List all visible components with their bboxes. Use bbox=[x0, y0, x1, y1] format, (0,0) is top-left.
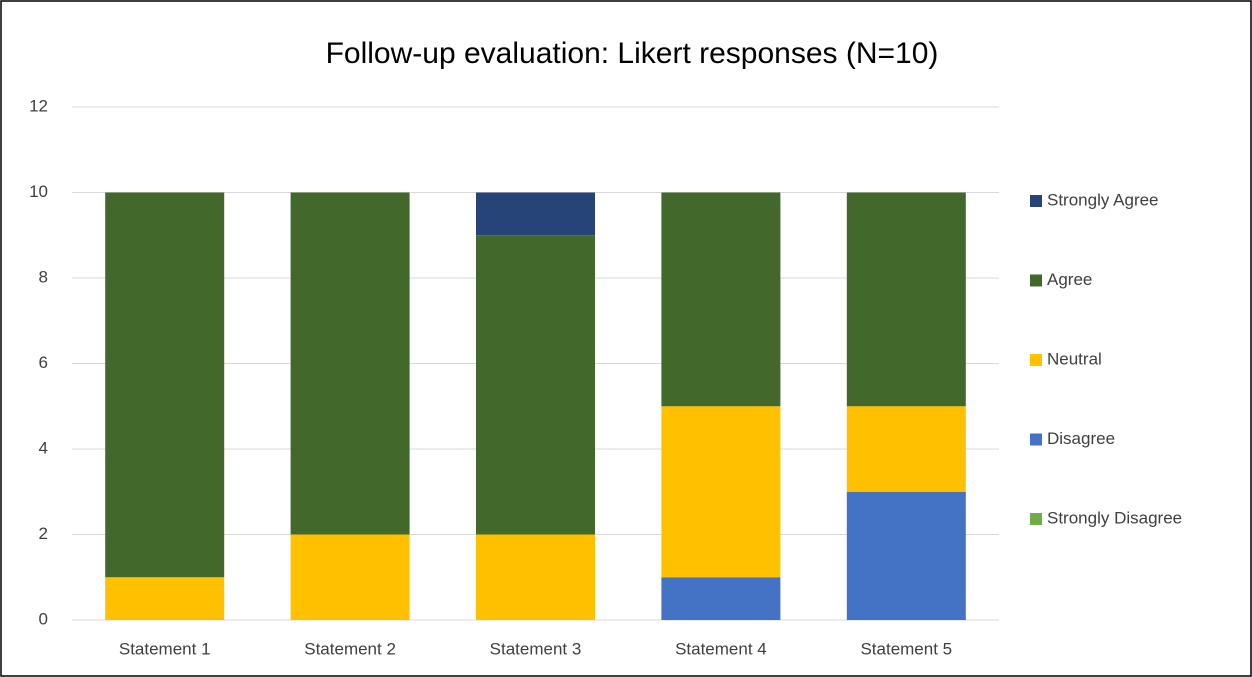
x-tick-label: Statement 2 bbox=[304, 639, 396, 658]
bar-segment bbox=[105, 192, 225, 578]
y-tick-label: 12 bbox=[29, 96, 48, 115]
bar-segment bbox=[290, 192, 410, 535]
bar-segment bbox=[476, 235, 595, 535]
legend-swatch bbox=[1030, 274, 1042, 287]
legend-label: Disagree bbox=[1047, 429, 1115, 448]
y-tick-label: 6 bbox=[39, 353, 48, 372]
legend-label: Strongly Disagree bbox=[1047, 508, 1182, 527]
x-tick-label: Statement 3 bbox=[490, 639, 582, 658]
bar-segment bbox=[476, 534, 595, 620]
legend-swatch bbox=[1030, 195, 1042, 207]
x-tick-label: Statement 4 bbox=[675, 639, 767, 658]
chart-title: Follow-up evaluation: Likert responses (… bbox=[326, 37, 939, 70]
bar-segment bbox=[846, 192, 966, 407]
legend-swatch bbox=[1030, 433, 1042, 446]
y-tick-label: 2 bbox=[39, 524, 48, 543]
bar-segment bbox=[661, 192, 781, 407]
bar-segment bbox=[290, 534, 410, 620]
legend-swatch bbox=[1030, 354, 1042, 366]
legend-label: Strongly Agree bbox=[1047, 190, 1159, 209]
bar-segment bbox=[846, 491, 966, 620]
bar-segment bbox=[661, 577, 781, 620]
legend-swatch bbox=[1030, 513, 1042, 525]
legend-label: Agree bbox=[1047, 270, 1092, 289]
bar-segment bbox=[105, 577, 225, 620]
x-tick-label: Statement 1 bbox=[119, 639, 211, 658]
y-tick-label: 4 bbox=[39, 438, 48, 457]
legend-label: Neutral bbox=[1047, 349, 1102, 368]
x-tick-label: Statement 5 bbox=[860, 639, 952, 658]
bar-segment bbox=[846, 406, 966, 492]
bar-segment bbox=[476, 192, 595, 236]
y-tick-label: 10 bbox=[29, 182, 48, 201]
y-tick-label: 0 bbox=[39, 609, 48, 628]
y-tick-label: 8 bbox=[39, 267, 48, 286]
bar-segment bbox=[661, 406, 781, 578]
